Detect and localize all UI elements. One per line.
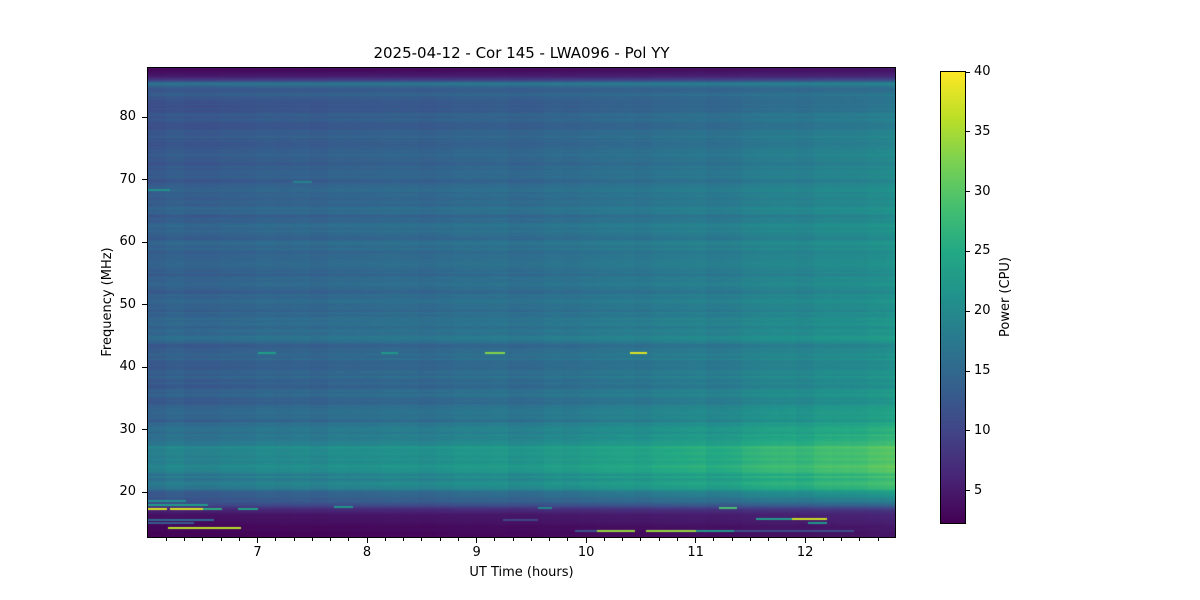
x-minor-tick [184, 538, 185, 541]
y-tick-label: 30 [119, 421, 136, 437]
x-minor-tick [567, 538, 569, 541]
colorbar-label: Power (CPU) [998, 256, 1013, 338]
y-tick [142, 241, 147, 243]
colorbar-tick [966, 250, 970, 252]
x-tick [804, 538, 806, 543]
x-minor-tick [494, 538, 496, 541]
colorbar-tick-label: 35 [974, 123, 991, 139]
x-tick-label: 9 [472, 545, 481, 560]
y-tick-label: 60 [119, 234, 136, 249]
x-minor-tick [220, 538, 222, 541]
x-minor-tick [275, 538, 277, 541]
colorbar-tick [966, 191, 970, 193]
x-minor-tick [731, 538, 733, 541]
x-minor-tick [859, 538, 861, 541]
x-minor-tick [786, 538, 788, 541]
colorbar-tick [966, 71, 970, 73]
x-axis-label: UT Time (hours) [469, 565, 574, 580]
y-tick [142, 491, 147, 493]
y-tick-label: 80 [119, 109, 136, 124]
x-tick-label: 11 [687, 545, 704, 560]
x-tick-label: 8 [362, 545, 372, 560]
colorbar-tick-label: 5 [974, 482, 983, 498]
x-tick [366, 538, 368, 543]
x-minor-tick [768, 538, 770, 541]
x-minor-tick [202, 538, 204, 541]
y-tick-label: 40 [119, 359, 136, 374]
y-tick-label: 20 [119, 484, 136, 499]
y-axis-label: Frequency (MHz) [100, 247, 115, 357]
x-tick [476, 538, 478, 543]
x-minor-tick [549, 538, 551, 541]
x-minor-tick [713, 538, 715, 541]
x-minor-tick [749, 538, 751, 541]
colorbar-tick [966, 310, 970, 312]
colorbar [940, 71, 966, 524]
spectrogram-heatmap [148, 68, 895, 537]
x-minor-tick [841, 538, 843, 541]
y-tick [142, 179, 147, 180]
x-minor-tick [439, 538, 441, 541]
colorbar-tick-label: 25 [974, 243, 991, 259]
x-minor-tick [311, 538, 313, 541]
colorbar-tick-label: 20 [974, 303, 991, 319]
x-minor-tick [676, 538, 678, 541]
x-tick-label: 7 [253, 545, 262, 560]
x-minor-tick [165, 538, 167, 541]
y-tick-label: 70 [119, 171, 136, 187]
x-minor-tick [403, 538, 405, 541]
x-minor-tick [822, 538, 824, 541]
y-tick-label: 50 [119, 296, 136, 312]
plot-area [147, 67, 896, 538]
colorbar-tick-label: 40 [974, 64, 991, 79]
y-tick [142, 366, 147, 368]
y-tick [142, 116, 147, 118]
colorbar-tick [966, 370, 970, 372]
x-minor-tick [330, 538, 332, 541]
x-minor-tick [603, 538, 605, 541]
x-minor-tick [293, 538, 295, 541]
colorbar-tick-label: 30 [974, 183, 991, 199]
x-minor-tick [530, 538, 532, 541]
y-tick [142, 304, 147, 305]
colorbar-tick-label: 15 [974, 363, 991, 379]
y-tick [142, 429, 147, 430]
x-minor-tick [512, 538, 514, 541]
x-tick [257, 538, 259, 543]
x-minor-tick [384, 538, 386, 541]
x-minor-tick [238, 538, 240, 541]
x-minor-tick [640, 538, 642, 541]
colorbar-tick-label: 10 [974, 422, 991, 438]
x-tick [585, 538, 587, 543]
x-minor-tick [622, 538, 624, 541]
colorbar-tick [966, 430, 970, 432]
colorbar-tick [966, 131, 970, 133]
x-tick [695, 538, 697, 543]
x-minor-tick [421, 538, 423, 541]
plot-title: 2025-04-12 - Cor 145 - LWA096 - Pol YY [373, 44, 670, 62]
colorbar-tick [966, 490, 970, 492]
x-tick-label: 10 [577, 545, 595, 560]
x-minor-tick [658, 538, 660, 541]
x-minor-tick [348, 538, 350, 541]
x-minor-tick [877, 538, 879, 541]
x-minor-tick [457, 538, 459, 541]
x-tick-label: 12 [796, 545, 814, 560]
